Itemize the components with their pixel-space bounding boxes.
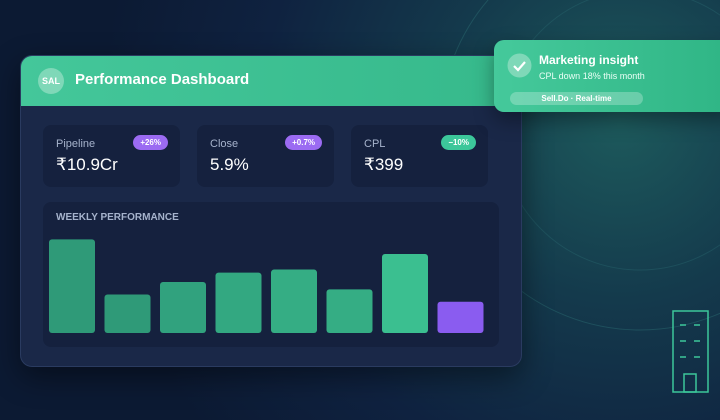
bar bbox=[49, 239, 95, 333]
bar bbox=[437, 301, 484, 333]
kpi-value: 5.9% bbox=[210, 155, 249, 174]
kpi-change: −10% bbox=[441, 135, 476, 150]
kpi-value: ₹399 bbox=[364, 155, 404, 174]
kpi-card: CPL ₹399 −10% bbox=[351, 125, 488, 187]
bar bbox=[326, 289, 373, 333]
kpi-change: +26% bbox=[133, 135, 168, 150]
kpi-value: ₹10.9Cr bbox=[56, 155, 118, 174]
bar bbox=[104, 294, 151, 333]
notification: Marketing insight CPL down 18% this mont… bbox=[494, 40, 720, 112]
bar bbox=[271, 269, 317, 333]
header: SAL Performance Dashboard bbox=[21, 56, 521, 106]
kpi-card: Close 5.9% +0.7% bbox=[197, 125, 334, 187]
tag: Sell.Do · Real-time bbox=[510, 92, 643, 105]
bar bbox=[215, 272, 262, 333]
avatar: SAL bbox=[38, 68, 64, 94]
notification-message: CPL down 18% this month bbox=[539, 71, 645, 81]
chart-panel: WEEKLY PERFORMANCE bbox=[43, 202, 499, 347]
dashboard-card: SAL Performance Dashboard WEEKLY PERFORM… bbox=[20, 55, 522, 367]
kpi-label: Pipeline bbox=[56, 138, 96, 150]
kpi-label: Close bbox=[210, 138, 239, 150]
notification-title: Marketing insight bbox=[539, 53, 639, 67]
bar-chart bbox=[49, 239, 484, 333]
check-icon bbox=[507, 53, 532, 78]
bar bbox=[160, 282, 206, 333]
kpi-change: +0.7% bbox=[285, 135, 322, 150]
bar bbox=[382, 253, 428, 333]
chart-title: WEEKLY PERFORMANCE bbox=[56, 212, 179, 223]
title: Performance Dashboard bbox=[75, 71, 250, 88]
kpi-card: Pipeline ₹10.9Cr +26% bbox=[43, 125, 180, 187]
kpi-label: CPL bbox=[364, 138, 386, 150]
